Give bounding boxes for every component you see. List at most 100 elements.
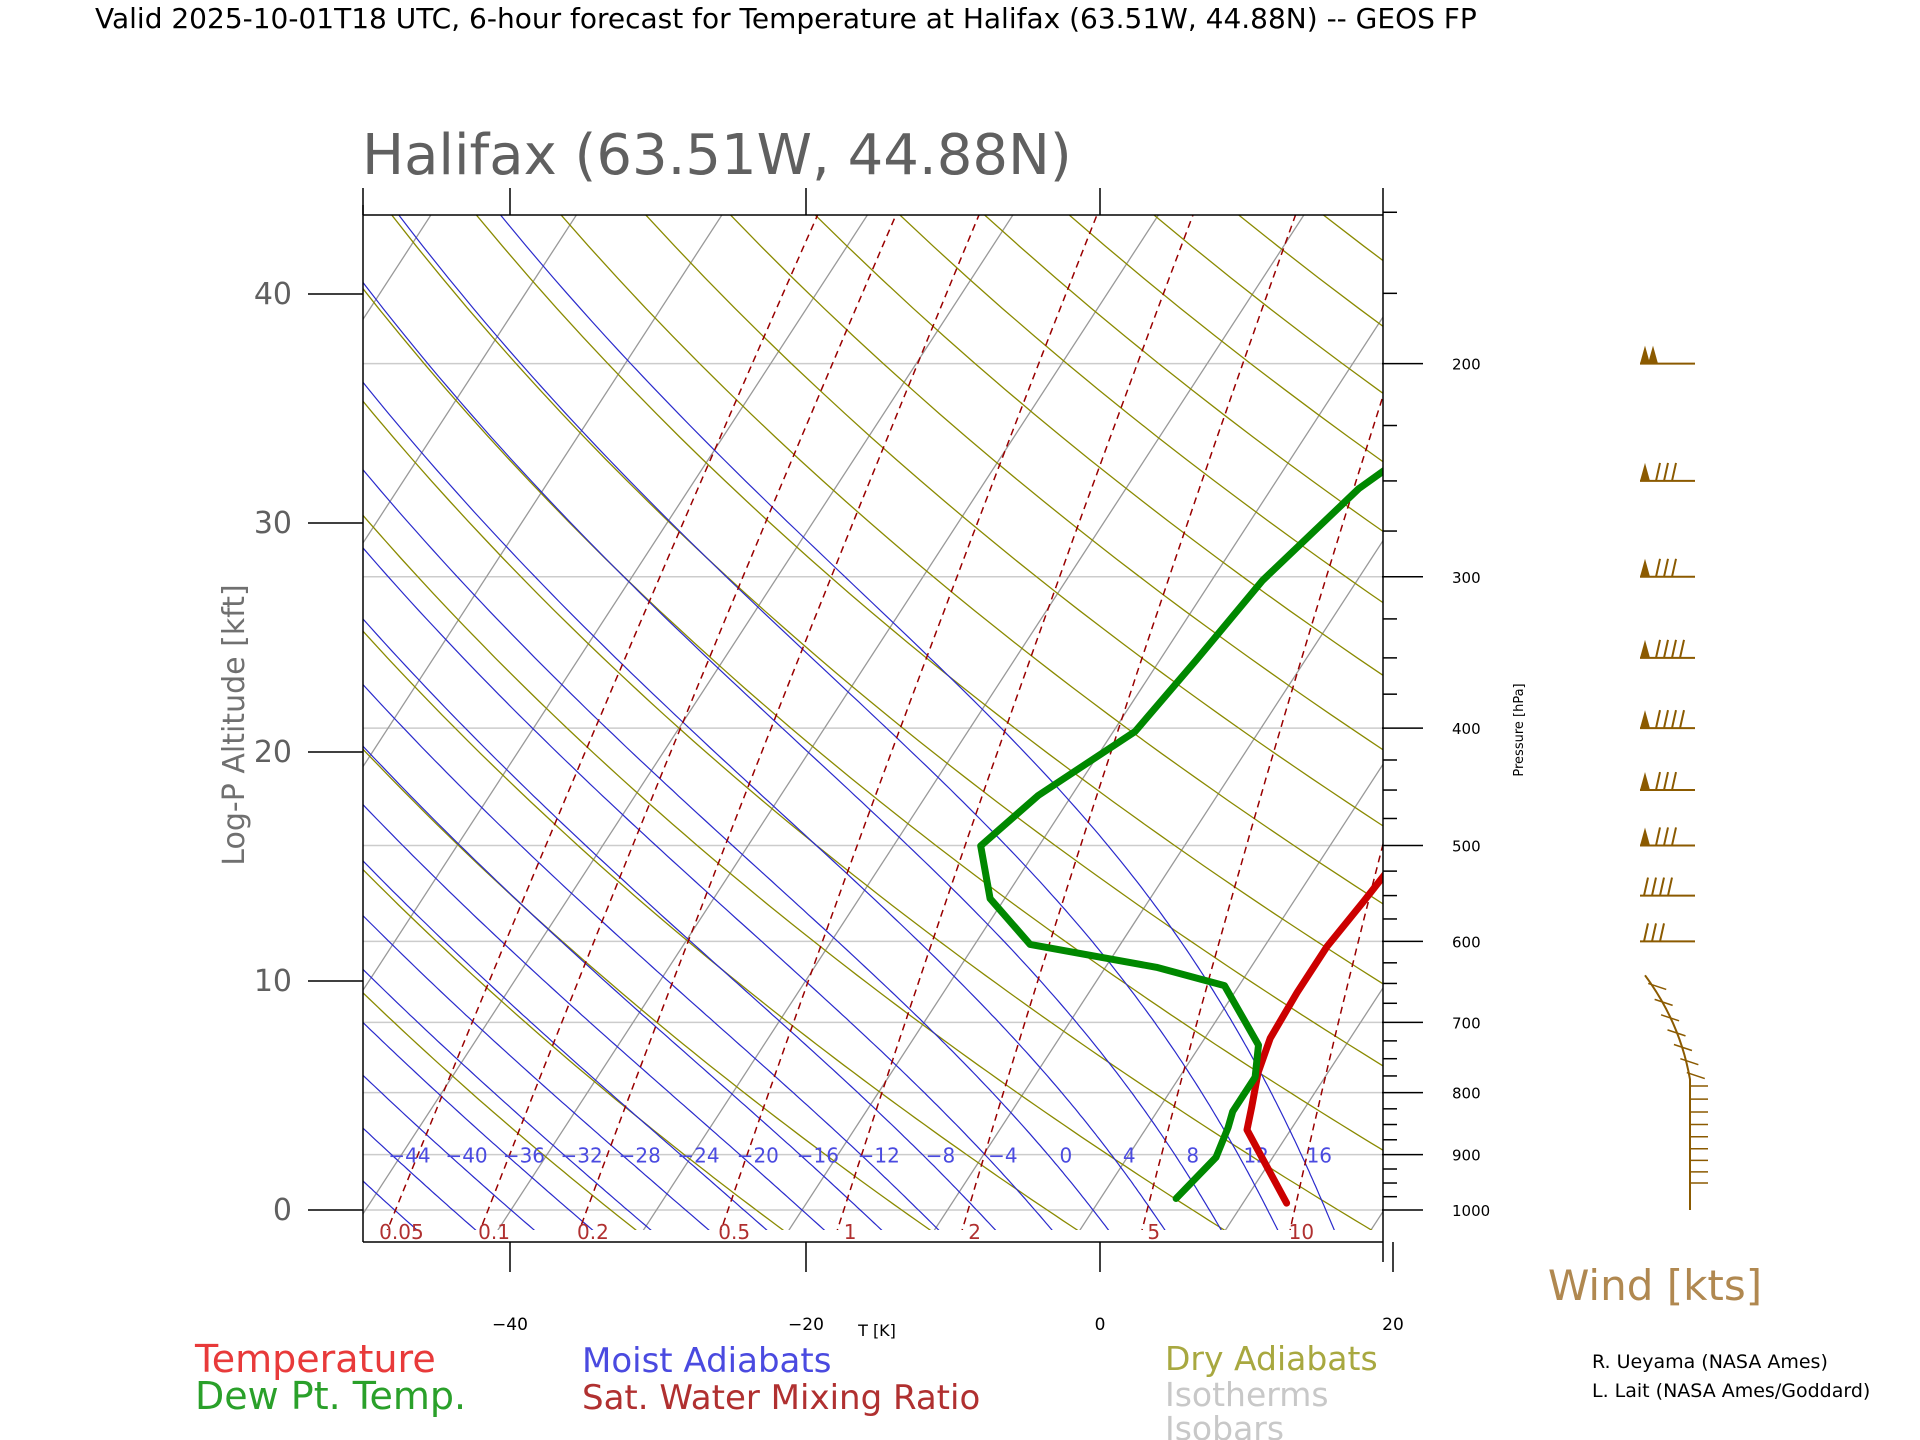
mixing-ratio-line	[1448, 212, 1689, 1235]
dry-adiabat-line	[814, 215, 1383, 677]
dry-adiabat-line	[363, 630, 1079, 1230]
isotherm-line	[363, 215, 1014, 1216]
moist-adiabat-line	[363, 968, 652, 1230]
moist-adiabat-line	[363, 468, 1110, 1230]
mixing-ratio-line	[836, 215, 1194, 1230]
pressure-tick-label: 200	[1452, 356, 1481, 374]
y-axis-label: Log-P Altitude [kft]	[217, 584, 252, 865]
dry-adiabat-lines	[363, 212, 1920, 1235]
moist-adiabat-line	[363, 914, 710, 1230]
wind-barb-flag	[1640, 558, 1650, 577]
wind-barb-feather	[1655, 558, 1661, 578]
moist-adiabat-lines	[363, 215, 1335, 1230]
isotherm-line	[0, 212, 142, 1237]
wind-barb-feather	[1643, 877, 1649, 896]
x-tick-label: 0	[1095, 1315, 1106, 1335]
isotherm-line	[788, 315, 1383, 1230]
moist-adiabat-label: −40	[445, 1144, 487, 1168]
moist-adiabat-line	[363, 683, 940, 1230]
moist-adiabat-label: −24	[677, 1144, 719, 1168]
y-tick-label: 20	[254, 735, 292, 770]
wind-barb-feather	[1659, 923, 1665, 942]
dry-adiabat-line	[983, 215, 1383, 533]
wind-barb-flag	[1640, 345, 1650, 364]
mixing-ratio-line	[479, 215, 897, 1230]
legend-dewpoint: Dew Pt. Temp.	[195, 1374, 466, 1418]
dewpoint-profile	[977, 467, 1383, 1202]
wind-barb-feather	[1659, 877, 1665, 896]
legend-mixing-ratio: Sat. Water Mixing Ratio	[582, 1378, 980, 1418]
mixing-ratio-label: 1	[844, 1220, 857, 1244]
isotherm-line	[1079, 763, 1383, 1230]
pressure-tick-label: 700	[1452, 1014, 1481, 1032]
wind-barb-flag	[1640, 710, 1650, 729]
isotherm-line	[933, 539, 1383, 1230]
wind-barb-feather	[1663, 709, 1669, 729]
dry-adiabat-line	[1658, 212, 1920, 1235]
moist-adiabat-line	[363, 381, 1166, 1230]
mixing-ratio-label: 2	[968, 1220, 981, 1244]
moist-adiabat-line	[363, 860, 768, 1230]
wind-barb-feather	[1654, 998, 1673, 1007]
mixing-ratio-line	[386, 215, 819, 1230]
moist-adiabat-label: −44	[388, 1144, 430, 1168]
wind-barb-feather	[1679, 709, 1685, 729]
mixing-ratio-label: 0.1	[478, 1220, 510, 1244]
wind-barb-feather	[1663, 827, 1669, 846]
wind-barb-flag	[1640, 462, 1650, 481]
moist-adiabat-line	[363, 803, 826, 1230]
mixing-ratio-line	[1289, 841, 1383, 1230]
dry-adiabat-line	[363, 868, 785, 1230]
moist-adiabat-label: 4	[1123, 1144, 1136, 1168]
dry-adiabat-line	[1068, 215, 1383, 463]
pressure-tick-label: 400	[1452, 720, 1481, 738]
dry-adiabat-line	[1574, 212, 1920, 1235]
credit-line-2: L. Lait (NASA Ames/Goddard)	[1592, 1380, 1870, 1402]
x-axis-label: T [K]	[857, 1321, 896, 1340]
mixing-ratio-line	[961, 215, 1297, 1230]
pressure-tick-label: 500	[1452, 837, 1481, 855]
moist-adiabat-label: 0	[1060, 1144, 1073, 1168]
wind-barb-feather	[1667, 877, 1673, 896]
wind-barb-feather	[1651, 923, 1657, 942]
wind-barb-feather	[1679, 639, 1685, 659]
moist-adiabat-label: −32	[561, 1144, 603, 1168]
wind-barb-flag	[1640, 772, 1650, 791]
legend-temperature: Temperature	[194, 1337, 436, 1381]
y-tick-label: 30	[254, 506, 292, 541]
moist-adiabat-label: 16	[1307, 1144, 1332, 1168]
wind-barb-feather	[1655, 771, 1661, 791]
x-tick-label: 20	[1382, 1315, 1404, 1335]
moist-adiabat-line	[398, 215, 1279, 1230]
wind-barb-feather	[1647, 982, 1667, 991]
wind-barb-feather	[1663, 771, 1669, 791]
moist-adiabat-line	[499, 215, 1335, 1230]
wind-barb-feather	[1643, 923, 1649, 942]
mixing-ratio-label: 0.2	[577, 1220, 609, 1244]
dry-adiabat-line	[1237, 215, 1383, 328]
wind-barb-feather	[1655, 709, 1661, 729]
pressure-tick-label: 1000	[1452, 1202, 1490, 1220]
moist-adiabat-label: −12	[858, 1144, 900, 1168]
dry-adiabat-line	[363, 514, 1226, 1230]
isotherm-line	[642, 215, 1305, 1230]
wind-barb-feather	[1667, 1029, 1686, 1037]
moist-adiabat-line	[363, 1074, 536, 1230]
wind-barb-feather	[1663, 558, 1669, 578]
moist-adiabat-label: −16	[797, 1144, 839, 1168]
wind-barb-feather	[1671, 709, 1677, 729]
dry-adiabat-line	[363, 991, 637, 1230]
moist-adiabat-line	[363, 547, 1053, 1230]
moist-adiabat-line	[363, 1021, 594, 1230]
grid-labels: −44 −40 −36 −32 −28 −24 −20 −16 −12 −8 −4 0 4 8 12 160.…	[379, 1144, 1332, 1245]
legend-isotherms: Isotherms	[1165, 1375, 1329, 1414]
wind-barb-feather	[1671, 558, 1677, 578]
temperature-profile	[1243, 871, 1383, 1207]
y-tick-label: 0	[273, 1193, 292, 1228]
wind-barb-feather	[1655, 639, 1661, 659]
moist-adiabat-label: 8	[1186, 1144, 1199, 1168]
y-tick-label: 10	[254, 964, 292, 999]
dry-adiabat-line	[363, 400, 1373, 1230]
